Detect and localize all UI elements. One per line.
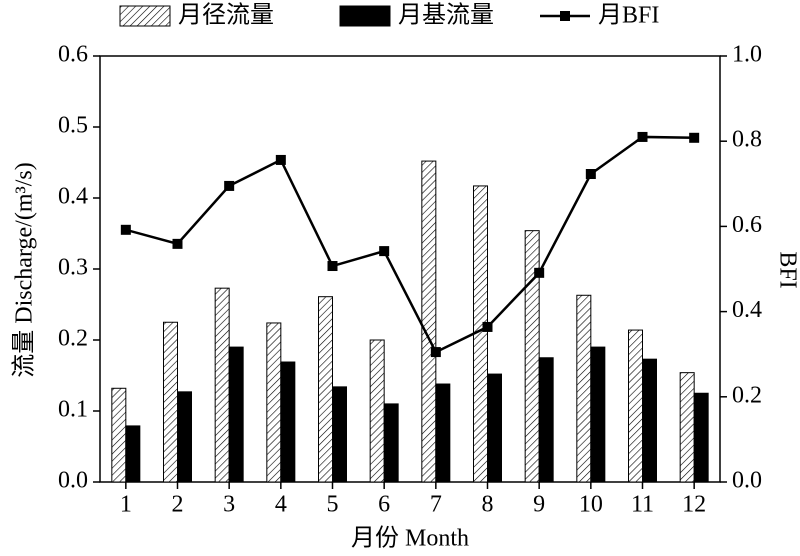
bar <box>487 373 502 483</box>
bar <box>280 361 296 483</box>
y2-tick-label: 0.4 <box>732 297 762 323</box>
bar <box>383 403 399 483</box>
y2-tick-label: 0.6 <box>732 212 762 238</box>
y-tick-label: 0.6 <box>58 42 88 68</box>
line-marker <box>172 238 183 249</box>
legend-marker <box>560 11 570 21</box>
y-tick-label: 0.5 <box>58 113 88 139</box>
y-tick-label: 0.4 <box>58 184 88 210</box>
y2-axis-title: BFI <box>774 251 800 288</box>
bar <box>214 287 230 483</box>
y2-tick-label: 0.8 <box>732 127 762 153</box>
bar <box>693 392 709 483</box>
legend-label: 月基流量 <box>398 2 494 29</box>
bar <box>576 294 592 483</box>
y2-tick-label: 0.0 <box>732 468 762 494</box>
bar <box>177 391 192 483</box>
x-tick-label: 1 <box>120 492 132 518</box>
line-marker <box>120 224 131 235</box>
line-marker <box>275 154 286 165</box>
x-tick-label: 12 <box>682 492 706 518</box>
bar <box>318 296 333 483</box>
x-tick-label: 4 <box>275 492 287 518</box>
y2-tick-label: 0.2 <box>732 382 762 408</box>
x-tick-label: 9 <box>533 492 545 518</box>
bar <box>421 160 437 483</box>
line-marker <box>689 132 700 143</box>
x-tick-label: 10 <box>579 492 603 518</box>
bar <box>332 386 347 483</box>
bar <box>435 383 451 483</box>
bar <box>228 346 244 483</box>
line-marker <box>585 169 596 180</box>
line-marker <box>637 131 648 142</box>
x-tick-label: 6 <box>378 492 390 518</box>
y-tick-label: 0.1 <box>58 397 88 423</box>
line-marker <box>430 347 441 358</box>
x-axis-title: 月份 Month <box>351 525 469 552</box>
x-tick-label: 11 <box>631 492 654 518</box>
x-tick-label: 2 <box>172 492 184 518</box>
bar <box>628 329 643 483</box>
line-marker <box>534 267 545 278</box>
bar <box>679 372 695 483</box>
bar <box>590 346 606 483</box>
line-marker <box>379 246 390 257</box>
line-marker <box>482 321 493 332</box>
y2-tick-label: 1.0 <box>732 42 762 68</box>
x-tick-label: 5 <box>327 492 339 518</box>
x-tick-label: 3 <box>223 492 235 518</box>
bar <box>125 425 141 483</box>
legend-label: 月径流量 <box>178 2 274 29</box>
y-tick-label: 0.3 <box>58 255 88 281</box>
line-marker <box>327 261 338 272</box>
plot-frame <box>99 55 721 483</box>
y-tick-label: 0.2 <box>58 326 88 352</box>
line-marker <box>224 180 235 191</box>
legend-swatch <box>119 5 171 27</box>
line <box>125 135 695 354</box>
bar <box>266 322 282 483</box>
bar <box>538 357 554 483</box>
legend-label: 月BFI <box>598 3 659 29</box>
y-tick-label: 0.0 <box>58 468 88 494</box>
bar <box>111 387 127 483</box>
bar <box>163 321 178 483</box>
legend-swatch <box>339 5 391 27</box>
bar <box>642 358 657 483</box>
x-tick-label: 8 <box>482 492 494 518</box>
y-axis-title: 流量 Discharge/(m³/s) <box>11 162 38 377</box>
bar <box>524 230 540 483</box>
bar <box>369 339 385 483</box>
x-tick-label: 7 <box>430 492 442 518</box>
